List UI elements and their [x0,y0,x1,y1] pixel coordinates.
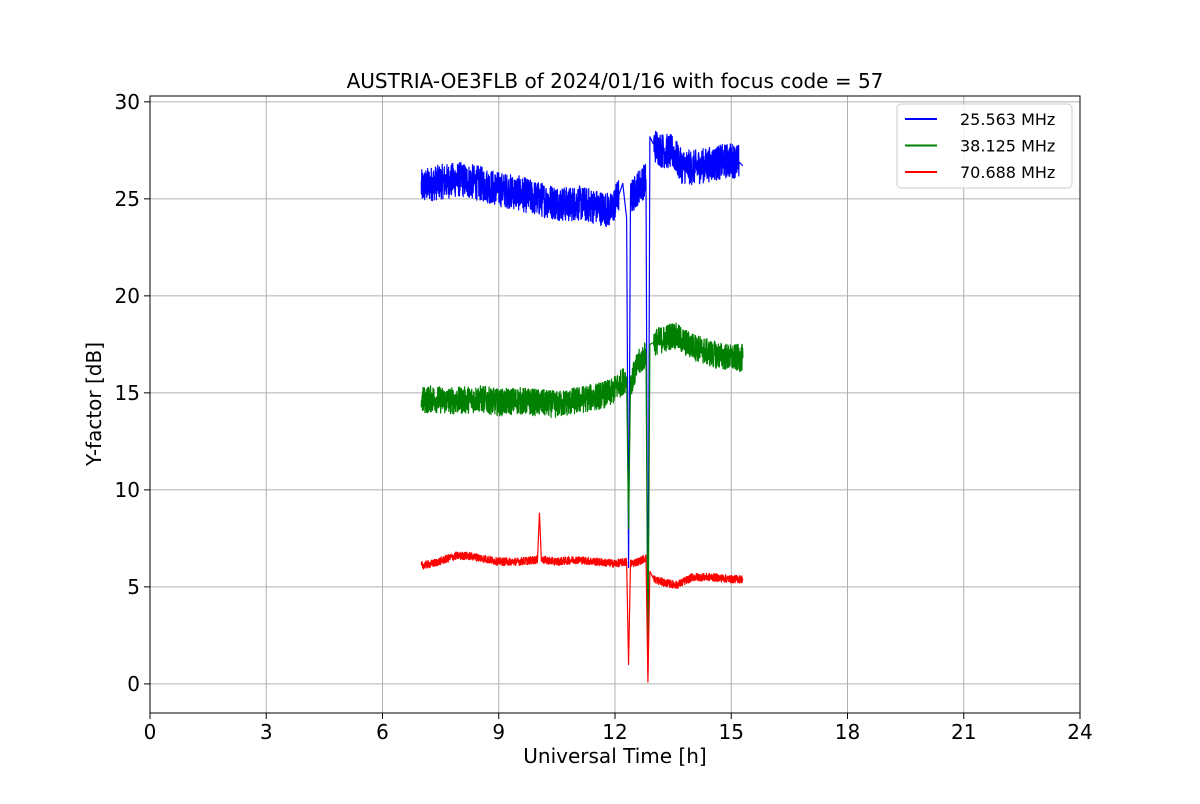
series-line-2 [420,512,744,683]
x-tick-label: 9 [492,720,505,744]
y-tick-label: 0 [127,672,140,696]
y-tick-label: 30 [115,90,140,114]
x-axis-ticks: 0 3 6 9 12 15 18 21 24 [144,713,1093,744]
series-line-1 [420,322,744,666]
legend-label: 70.688 MHz [960,163,1055,182]
x-tick-label: 12 [602,720,627,744]
y-tick-label: 25 [115,187,140,211]
x-tick-label: 6 [376,720,389,744]
y-tick-label: 15 [115,381,140,405]
x-tick-label: 18 [835,720,860,744]
legend: 25.563 MHz 38.125 MHz 70.688 MHz [896,103,1073,189]
x-axis-label: Universal Time [h] [523,744,706,768]
x-tick-label: 21 [951,720,976,744]
y-axis-ticks: 0 5 10 15 20 25 30 [115,90,150,696]
legend-label: 38.125 MHz [960,137,1055,156]
chart-title: AUSTRIA-OE3FLB of 2024/01/16 with focus … [347,69,884,93]
y-tick-label: 10 [115,478,140,502]
legend-box [896,103,1073,189]
x-tick-label: 15 [719,720,744,744]
x-tick-label: 24 [1067,720,1092,744]
y-tick-label: 5 [127,575,140,599]
series-layer [420,130,744,683]
y-axis-label: Y-factor [dB] [82,342,106,467]
x-tick-label: 0 [144,720,157,744]
legend-label: 25.563 MHz [960,110,1055,129]
series-line-0 [420,130,744,675]
x-tick-label: 3 [260,720,273,744]
y-tick-label: 20 [115,284,140,308]
